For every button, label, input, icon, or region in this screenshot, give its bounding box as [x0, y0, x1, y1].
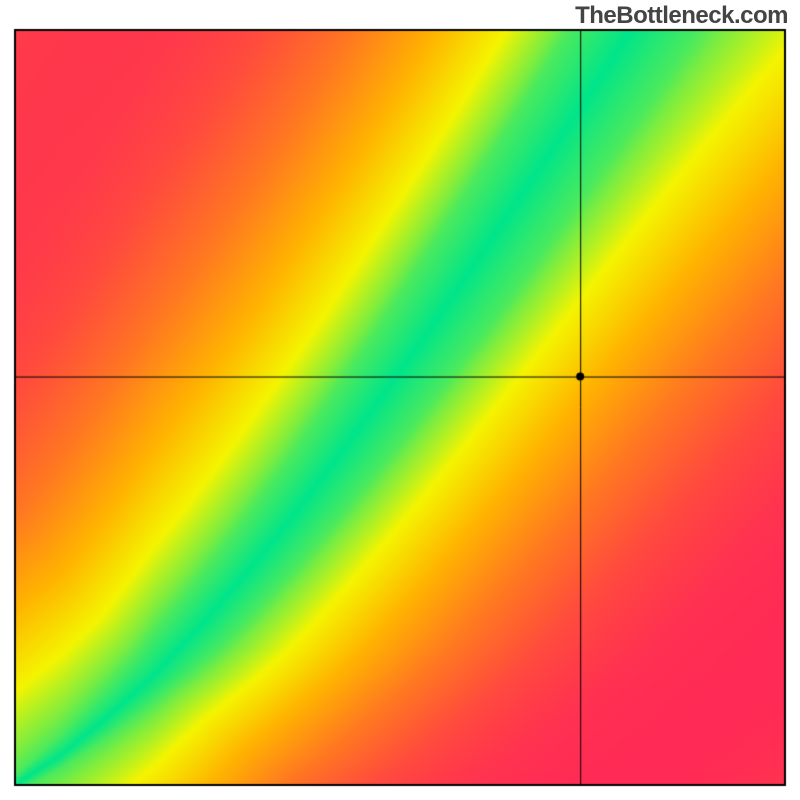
heatmap-canvas: [0, 0, 800, 800]
chart-container: TheBottleneck.com: [0, 0, 800, 800]
watermark-text: TheBottleneck.com: [575, 2, 788, 30]
